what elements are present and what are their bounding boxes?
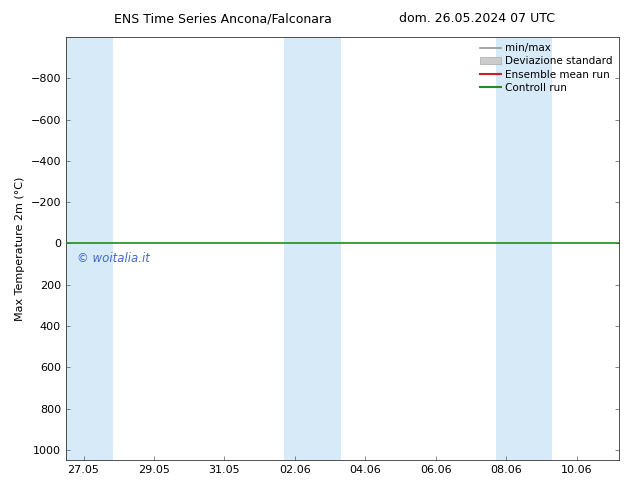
Bar	[284, 37, 340, 460]
Text: ENS Time Series Ancona/Falconara: ENS Time Series Ancona/Falconara	[114, 12, 332, 25]
Y-axis label: Max Temperature 2m (°C): Max Temperature 2m (°C)	[15, 176, 25, 321]
Bar	[66, 37, 113, 460]
Text: © woitalia.it: © woitalia.it	[77, 252, 150, 265]
Legend: min/max, Deviazione standard, Ensemble mean run, Controll run: min/max, Deviazione standard, Ensemble m…	[476, 39, 617, 97]
Bar	[496, 37, 552, 460]
Text: dom. 26.05.2024 07 UTC: dom. 26.05.2024 07 UTC	[399, 12, 555, 25]
